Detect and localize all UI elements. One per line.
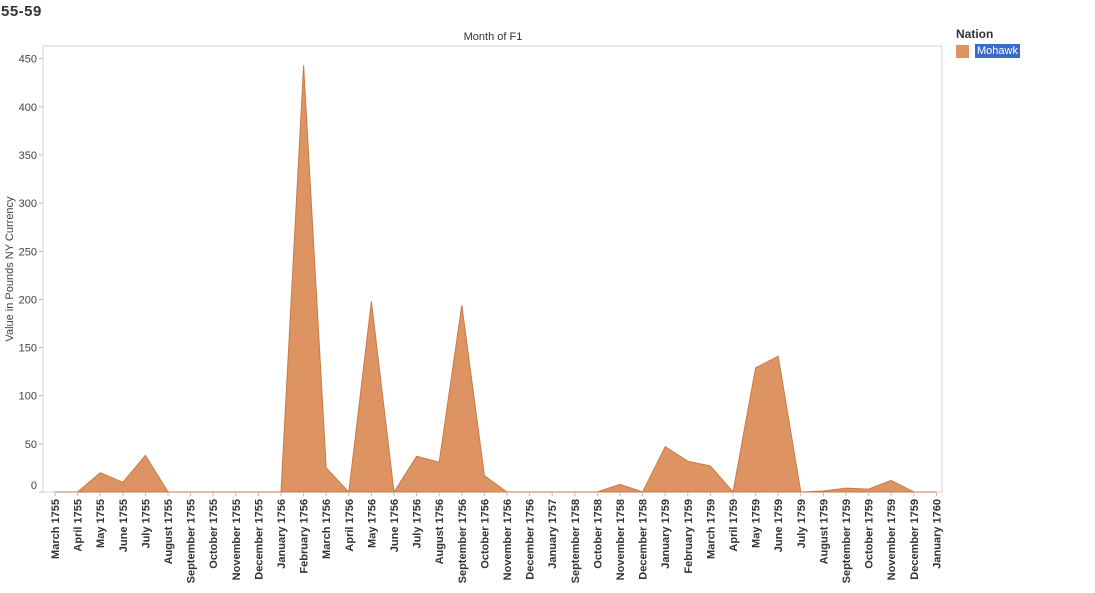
data-point[interactable]	[662, 444, 668, 450]
y-tick-label: 250	[19, 246, 37, 258]
data-point[interactable]	[459, 302, 465, 308]
x-tick-label: October 1759	[864, 499, 876, 569]
legend-label: Mohawk	[975, 44, 1020, 58]
page-title: 55-59	[1, 3, 42, 20]
x-tick-label: September 1758	[570, 499, 582, 583]
legend-title: Nation	[956, 27, 994, 41]
x-tick-label: November 1758	[615, 499, 627, 580]
chart-title: Month of F1	[464, 31, 523, 43]
x-tick-label: June 1756	[389, 499, 401, 552]
x-tick-label: December 1756	[525, 499, 537, 580]
x-tick-label: March 1755	[50, 499, 62, 559]
x-tick-label: December 1755	[253, 499, 265, 580]
y-tick-label: 300	[19, 198, 37, 210]
x-tick-label: December 1759	[909, 499, 921, 580]
data-point[interactable]	[301, 62, 307, 68]
area-layer	[55, 62, 937, 494]
y-tick-label: 200	[19, 294, 37, 306]
x-tick-label: June 1755	[118, 499, 130, 552]
data-point[interactable]	[120, 479, 126, 485]
y-tick-label: 50	[25, 439, 37, 451]
plot-frame	[42, 45, 943, 493]
data-point[interactable]	[888, 477, 894, 483]
data-point[interactable]	[866, 486, 872, 492]
x-tick-label: October 1755	[208, 499, 220, 569]
x-tick-label: February 1759	[683, 499, 695, 574]
data-point[interactable]	[775, 353, 781, 359]
data-point[interactable]	[753, 365, 759, 371]
x-tick-label: January 1760	[931, 499, 943, 569]
x-axis: March 1755 April 1755 May 1755 June 1755 Jul…	[50, 492, 943, 583]
x-tick-label: May 1755	[95, 499, 107, 548]
data-point[interactable]	[323, 465, 329, 471]
y-tick-label: 400	[19, 102, 37, 114]
x-tick-label: June 1759	[773, 499, 785, 552]
y-tick-label: 100	[19, 391, 37, 403]
y-tick-label: 0	[31, 480, 37, 492]
y-tick-label: 450	[19, 54, 37, 66]
data-point[interactable]	[142, 452, 148, 458]
data-point[interactable]	[97, 470, 103, 476]
y-tick-label: 150	[19, 343, 37, 355]
data-point[interactable]	[685, 458, 691, 464]
x-tick-label: October 1756	[479, 499, 491, 569]
x-tick-label: August 1755	[163, 499, 175, 564]
x-tick-label: April 1755	[73, 499, 85, 552]
x-tick-label: April 1756	[344, 499, 356, 552]
data-point[interactable]	[617, 481, 623, 487]
x-tick-label: July 1759	[796, 499, 808, 549]
data-point[interactable]	[707, 463, 713, 469]
x-tick-label: August 1756	[434, 499, 446, 564]
x-tick-label: May 1756	[366, 499, 378, 548]
x-tick-label: January 1757	[547, 499, 559, 569]
x-tick-label: April 1759	[728, 499, 740, 552]
x-tick-label: September 1755	[186, 499, 198, 583]
legend: Nation Mohawk	[956, 27, 1020, 59]
data-point[interactable]	[436, 459, 442, 465]
data-point[interactable]	[843, 485, 849, 491]
legend-entry-mohawk[interactable]: Mohawk	[956, 43, 1020, 59]
series-area-mohawk[interactable]	[55, 65, 937, 494]
x-tick-label: May 1759	[751, 499, 763, 548]
x-tick-label: September 1756	[457, 499, 469, 583]
x-tick-label: September 1759	[841, 499, 853, 583]
y-axis-label: Value in Pounds NY Currency	[4, 196, 16, 342]
data-point[interactable]	[481, 473, 487, 479]
legend-swatch	[956, 44, 969, 58]
x-tick-label: July 1755	[140, 499, 152, 549]
x-tick-label: November 1759	[886, 499, 898, 580]
y-tick-label: 350	[19, 150, 37, 162]
x-tick-label: November 1755	[231, 499, 243, 580]
area-chart: Month of F1 050100150200250300350400450 …	[4, 31, 943, 583]
data-point[interactable]	[368, 298, 374, 304]
x-tick-label: January 1756	[276, 499, 288, 569]
x-tick-label: July 1756	[412, 499, 424, 549]
x-tick-label: December 1758	[638, 499, 650, 580]
x-tick-label: March 1756	[321, 499, 333, 559]
y-axis: 0 50 100 150 200 250 300 350 400 450	[19, 54, 43, 493]
x-tick-label: October 1758	[592, 499, 604, 569]
x-tick-label: August 1759	[818, 499, 830, 564]
x-tick-label: January 1759	[660, 499, 672, 569]
data-point[interactable]	[414, 453, 420, 459]
x-tick-label: March 1759	[705, 499, 717, 559]
x-tick-label: February 1756	[299, 499, 311, 574]
x-tick-label: November 1756	[502, 499, 514, 580]
